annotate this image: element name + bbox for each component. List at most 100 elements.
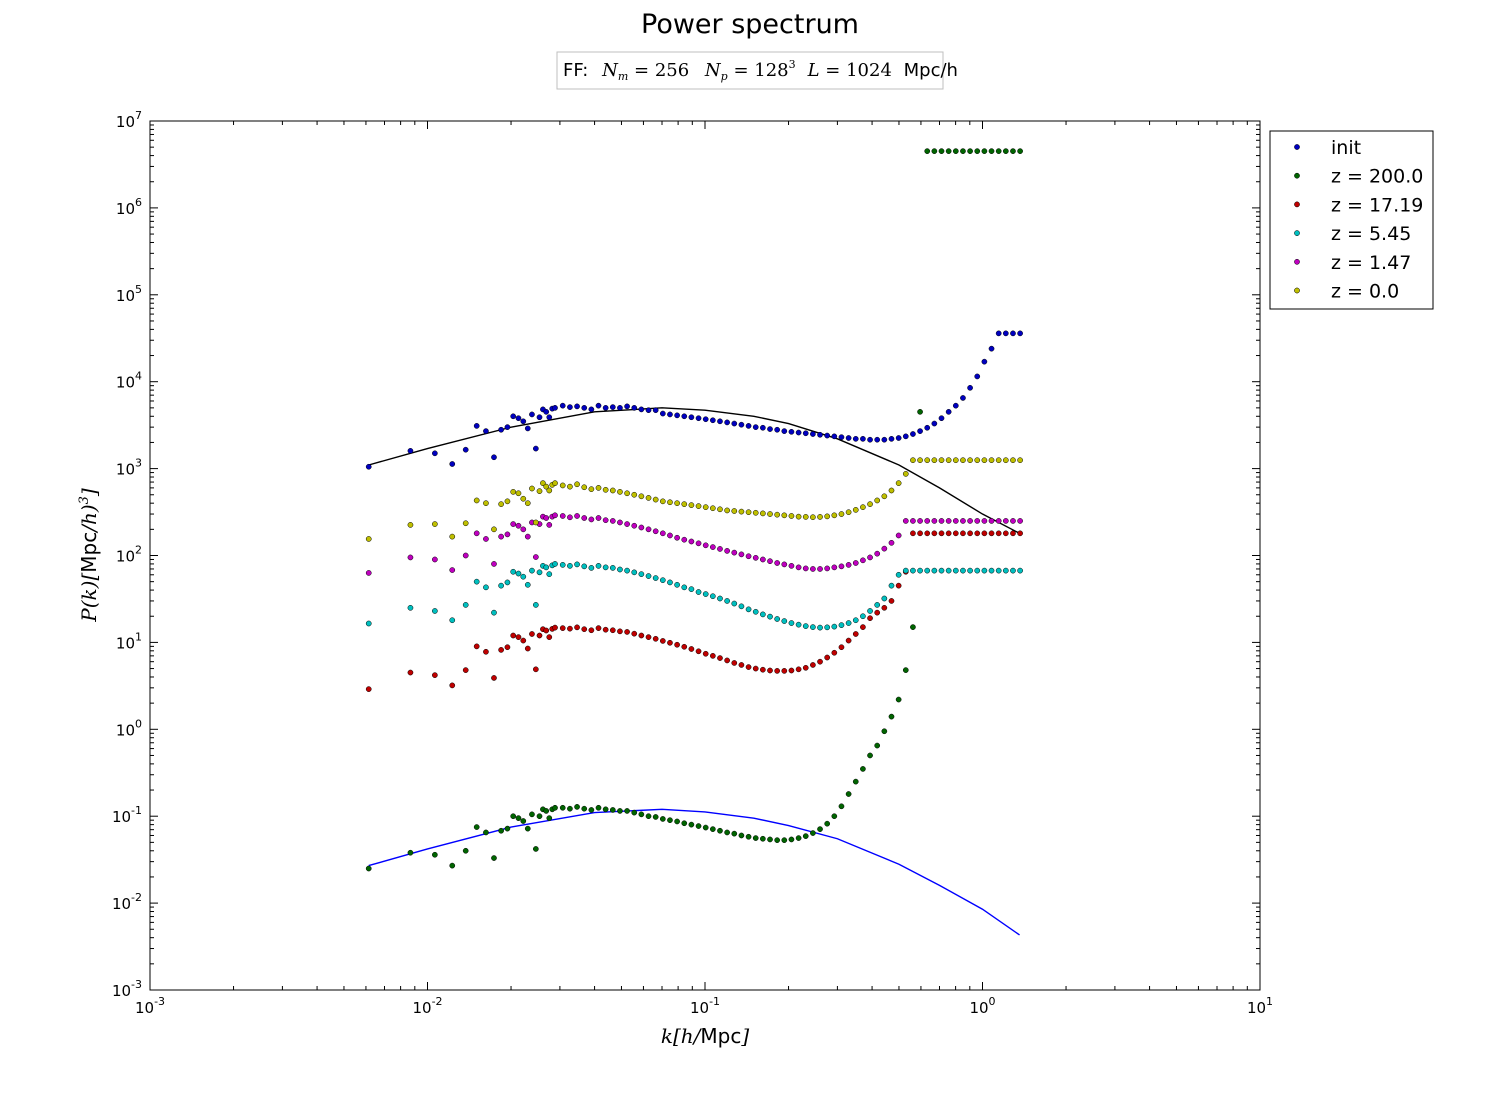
data-point (546, 522, 553, 528)
y-tick-label: 103 (116, 457, 142, 479)
data-point (831, 564, 838, 571)
data-point (602, 517, 609, 524)
data-point (838, 644, 845, 651)
data-point (931, 457, 938, 464)
data-point (667, 532, 673, 539)
data-point (781, 512, 788, 519)
data-point (888, 713, 895, 720)
data-point (945, 518, 952, 524)
data-point (895, 571, 902, 578)
data-point (407, 554, 414, 561)
data-point (731, 600, 738, 607)
data-point (1002, 567, 1009, 574)
data-point (888, 539, 895, 546)
data-point (588, 406, 595, 413)
data-point (529, 485, 535, 492)
data-point (1017, 148, 1023, 154)
data-point (432, 672, 438, 678)
data-point (874, 497, 881, 504)
data-point (995, 530, 1002, 537)
data-point (524, 425, 531, 432)
legend: init z = 200.0 z = 17.19 z = 5.45 z = 1.47 z … (1269, 130, 1434, 310)
chart-title: Power spectrum (641, 9, 859, 40)
data-point (867, 608, 873, 614)
data-point (638, 406, 645, 413)
theory-curve-2 (368, 808, 1020, 936)
data-point (688, 502, 695, 508)
data-point (988, 530, 995, 537)
data-point (432, 851, 438, 858)
data-point (631, 522, 638, 529)
data-point (543, 808, 550, 814)
data-point (491, 454, 497, 461)
data-point (674, 412, 680, 419)
data-point (781, 668, 788, 674)
data-point (609, 487, 616, 494)
data-point (498, 582, 504, 589)
data-point (595, 625, 602, 631)
data-point (552, 405, 558, 411)
data-point (652, 814, 659, 820)
data-point (988, 518, 995, 524)
data-point (473, 530, 480, 537)
data-point (810, 830, 816, 836)
data-point (788, 513, 795, 519)
x-tick-label: 10-1 (690, 995, 720, 1017)
data-point (588, 486, 595, 493)
series-1 (365, 148, 1023, 872)
data-point (491, 855, 497, 861)
data-point (831, 649, 838, 656)
data-point (638, 571, 645, 578)
data-point (567, 514, 573, 521)
data-point (609, 807, 616, 813)
data-point (781, 618, 788, 624)
data-point (795, 564, 802, 571)
data-point (952, 567, 959, 574)
data-point (617, 519, 623, 526)
data-point (638, 524, 645, 531)
data-point (1010, 330, 1016, 337)
data-point (838, 803, 845, 810)
legend-marker (1294, 258, 1300, 265)
data-point (559, 513, 566, 519)
data-point (674, 641, 680, 648)
data-point (617, 808, 623, 814)
legend-marker (1294, 230, 1300, 236)
data-point (681, 413, 688, 420)
data-point (432, 521, 438, 527)
data-point (852, 507, 859, 513)
data-point (365, 570, 372, 576)
data-point (845, 637, 852, 644)
data-point (543, 515, 550, 521)
data-point (473, 824, 480, 830)
data-point (688, 538, 695, 545)
legend-marker (1294, 172, 1300, 179)
data-point (945, 530, 952, 537)
data-point (788, 620, 795, 626)
data-point (717, 418, 723, 425)
data-point (974, 373, 981, 380)
data-point (995, 518, 1002, 524)
data-point (504, 531, 511, 538)
data-point (659, 816, 666, 822)
data-point (931, 530, 938, 537)
data-point (674, 534, 680, 541)
data-point (917, 518, 923, 524)
data-point (881, 604, 888, 611)
svg-text:FF: Nm = 256 Np =: FF: Nm = 256 Np = 1283 L = 1024 Mpc/h (563, 58, 958, 83)
data-point (520, 495, 527, 502)
data-point (938, 148, 945, 154)
data-point (760, 666, 766, 673)
y-tick-label: 101 (116, 630, 142, 652)
data-point (491, 675, 497, 681)
data-point (917, 457, 923, 464)
data-point (952, 402, 959, 409)
plot-frame (149, 120, 1261, 991)
data-point (717, 827, 723, 834)
theory-curve-1 (368, 407, 1020, 534)
legend-label: z = 1.47 (1331, 252, 1411, 274)
data-point (924, 530, 931, 537)
data-point (881, 545, 888, 552)
data-point (767, 667, 773, 674)
data-point (895, 435, 902, 441)
